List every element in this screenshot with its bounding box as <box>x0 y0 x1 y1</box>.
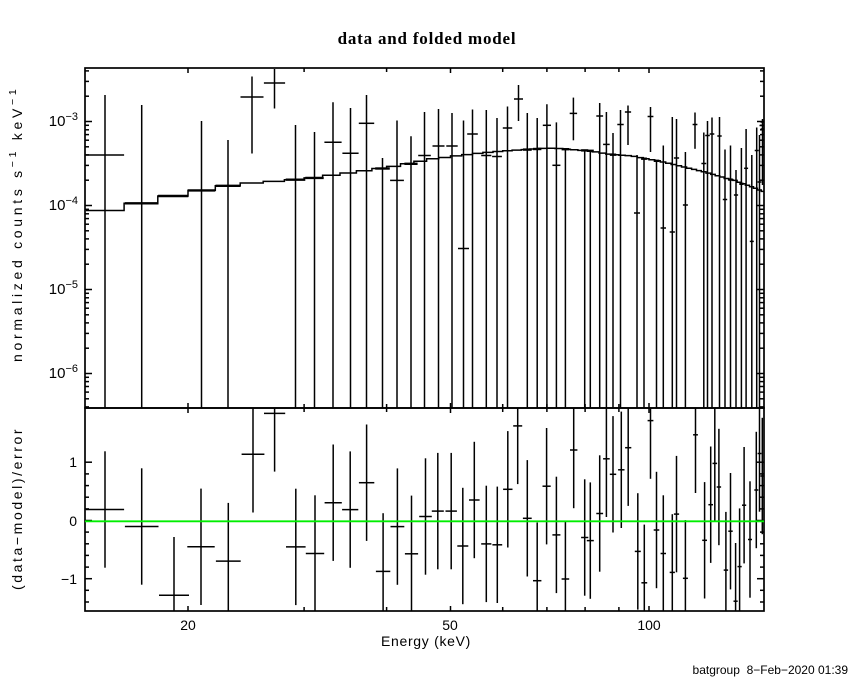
svg-text:0: 0 <box>69 513 77 529</box>
svg-text:normalized counts s−1 keV−1: normalized counts s−1 keV−1 <box>7 86 25 362</box>
svg-text:data and folded model: data and folded model <box>338 29 517 48</box>
svg-text:100: 100 <box>637 617 661 633</box>
svg-text:1: 1 <box>69 454 77 470</box>
svg-text:batgroup 8−Feb−2020 01:39: batgroup 8−Feb−2020 01:39 <box>693 663 849 677</box>
svg-text:(data−model)/error: (data−model)/error <box>9 427 25 590</box>
svg-text:50: 50 <box>442 617 458 633</box>
svg-text:−1: −1 <box>61 571 77 587</box>
svg-text:Energy (keV): Energy (keV) <box>381 633 471 649</box>
svg-text:20: 20 <box>180 617 196 633</box>
